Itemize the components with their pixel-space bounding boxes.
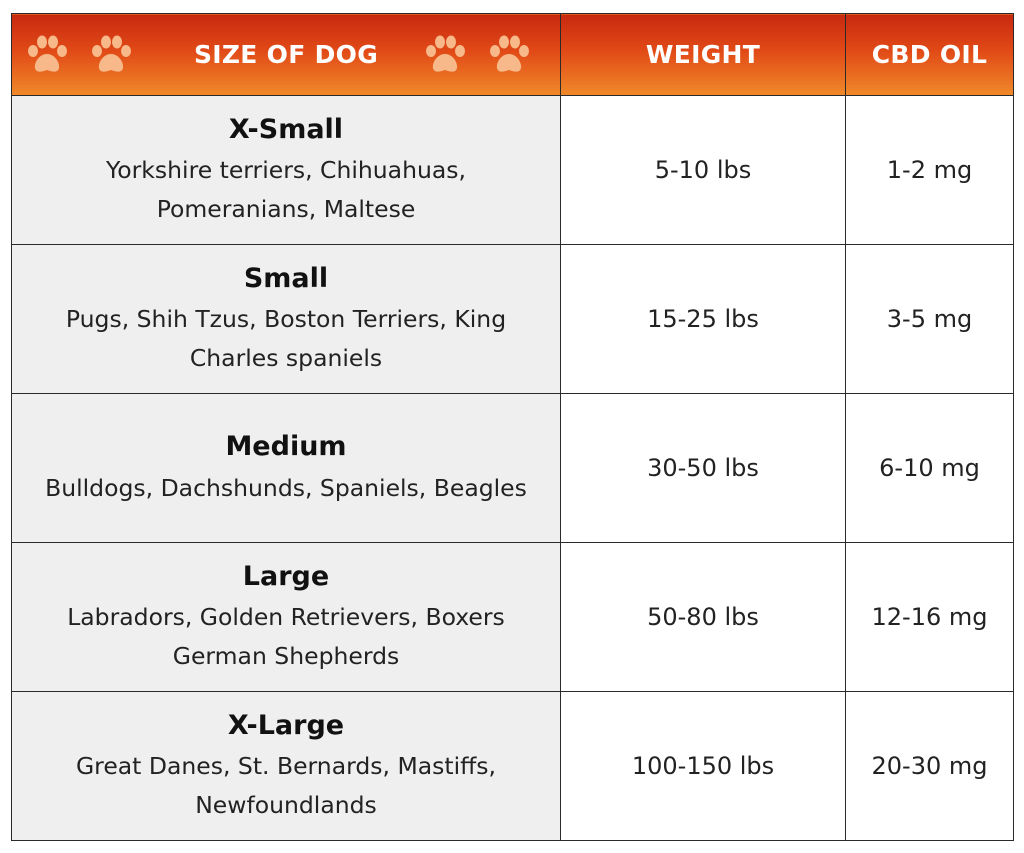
header-cbd-oil: CBD OIL xyxy=(845,13,1014,96)
paw-icon xyxy=(28,35,67,72)
size-cell: X-Large Great Danes, St. Bernards, Masti… xyxy=(11,691,561,841)
paw-group-right xyxy=(422,34,532,76)
breed-list: Yorkshire terriers, Chihuahuas, Pomerani… xyxy=(106,156,466,223)
dosage-table: SIZE OF DOG xyxy=(11,13,1014,841)
table-row: Small Pugs, Shih Tzus, Boston Terriers, … xyxy=(11,244,1014,394)
size-name: X-Small xyxy=(228,114,344,146)
paw-group-left xyxy=(24,34,134,76)
header-size-of-dog: SIZE OF DOG xyxy=(11,13,561,96)
table-row: X-Large Great Danes, St. Bernards, Masti… xyxy=(11,691,1014,841)
size-name: Medium xyxy=(225,431,347,463)
cbd-dose-cell: 6-10 mg xyxy=(845,393,1014,543)
header-row: SIZE OF DOG xyxy=(11,13,1014,96)
paw-icon xyxy=(426,35,465,72)
weight-cell: 5-10 lbs xyxy=(560,95,846,245)
table-row: X-Small Yorkshire terriers, Chihuahuas, … xyxy=(11,95,1014,245)
weight-cell: 100-150 lbs xyxy=(560,691,846,841)
size-cell: X-Small Yorkshire terriers, Chihuahuas, … xyxy=(11,95,561,245)
table-row: Medium Bulldogs, Dachshunds, Spaniels, B… xyxy=(11,393,1014,543)
cbd-dose-cell: 3-5 mg xyxy=(845,244,1014,394)
weight-cell: 15-25 lbs xyxy=(560,244,846,394)
size-name: Large xyxy=(242,561,330,593)
header-size-label: SIZE OF DOG xyxy=(193,40,379,69)
breed-list: Labradors, Golden Retrievers, Boxers Ger… xyxy=(67,603,505,670)
header-weight: WEIGHT xyxy=(560,13,846,96)
breed-list: Bulldogs, Dachshunds, Spaniels, Beagles xyxy=(45,473,527,502)
table-row: Large Labradors, Golden Retrievers, Boxe… xyxy=(11,542,1014,692)
size-cell: Small Pugs, Shih Tzus, Boston Terriers, … xyxy=(11,244,561,394)
breed-list: Great Danes, St. Bernards, Mastiffs, New… xyxy=(75,752,497,819)
paw-icon xyxy=(490,35,529,72)
dosage-chart: SIZE OF DOG xyxy=(11,13,1014,841)
breed-list: Pugs, Shih Tzus, Boston Terriers, King C… xyxy=(65,305,507,372)
size-cell: Medium Bulldogs, Dachshunds, Spaniels, B… xyxy=(11,393,561,543)
weight-cell: 30-50 lbs xyxy=(560,393,846,543)
size-name: X-Large xyxy=(227,710,345,742)
paw-icon xyxy=(92,35,131,72)
size-name: Small xyxy=(243,263,329,295)
size-cell: Large Labradors, Golden Retrievers, Boxe… xyxy=(11,542,561,692)
cbd-dose-cell: 1-2 mg xyxy=(845,95,1014,245)
cbd-dose-cell: 20-30 mg xyxy=(845,691,1014,841)
weight-cell: 50-80 lbs xyxy=(560,542,846,692)
cbd-dose-cell: 12-16 mg xyxy=(845,542,1014,692)
